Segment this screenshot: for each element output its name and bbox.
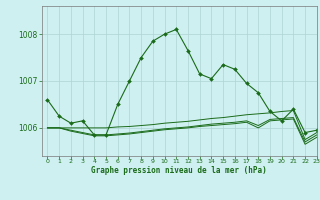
X-axis label: Graphe pression niveau de la mer (hPa): Graphe pression niveau de la mer (hPa) (91, 166, 267, 175)
